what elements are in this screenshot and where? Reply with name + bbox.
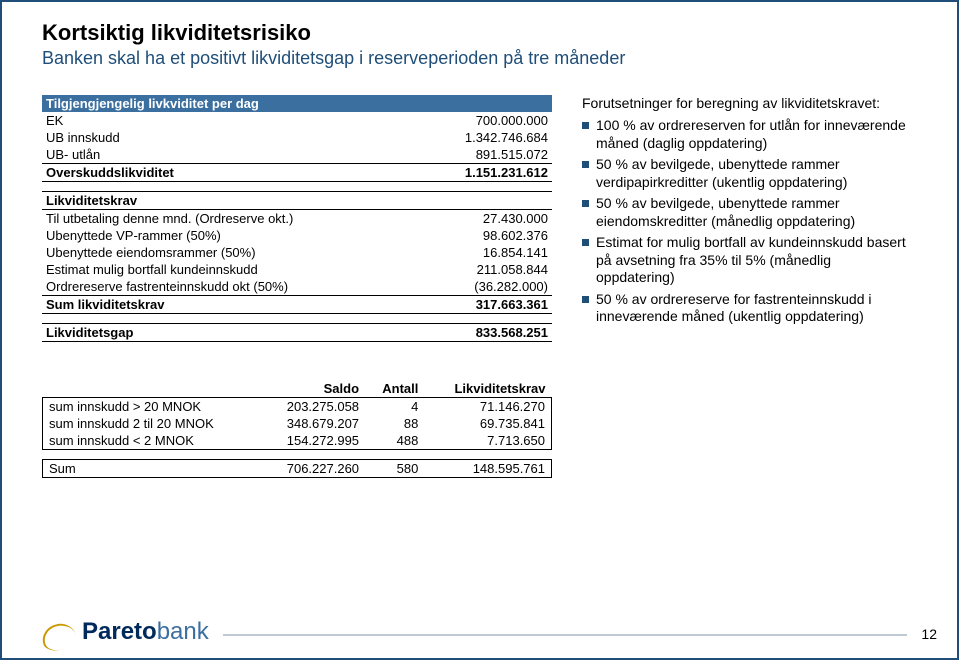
logo-text: Paretobank	[82, 618, 209, 646]
slide-title: Kortsiktig likviditetsrisiko	[42, 20, 917, 46]
t1-row-label: EK	[42, 112, 418, 129]
krav-row-value: (36.282.000)	[418, 278, 552, 296]
logo-main: Pareto	[82, 618, 157, 645]
t2-col0	[43, 380, 262, 398]
t2-cell: 203.275.058	[261, 398, 365, 416]
t2-col2: Antall	[365, 380, 424, 398]
krav-row-label: Til utbetaling denne mnd. (Ordreserve ok…	[42, 210, 418, 228]
t2-cell: 488	[365, 432, 424, 450]
krav-row-value: 27.430.000	[418, 210, 552, 228]
logo-sub: bank	[157, 618, 209, 645]
sum-krav-value: 317.663.361	[418, 296, 552, 314]
footer-divider	[223, 634, 908, 636]
t2-sum: 148.595.761	[424, 460, 551, 478]
t2-cell: 69.735.841	[424, 415, 551, 432]
assumption-item: 50 % av bevilgede, ubenyttede rammer eie…	[582, 195, 912, 230]
t2-sum: 580	[365, 460, 424, 478]
gap-label: Likviditetsgap	[42, 324, 418, 342]
t2-cell: 88	[365, 415, 424, 432]
t2-row-label: sum innskudd 2 til 20 MNOK	[43, 415, 262, 432]
left-column: Tilgjengjengelig livkviditet per dag EK7…	[42, 95, 552, 478]
t1-row-label: UB innskudd	[42, 129, 418, 146]
t2-col3: Likviditetskrav	[424, 380, 551, 398]
krav-row-label: Estimat mulig bortfall kundeinnskudd	[42, 261, 418, 278]
assumption-item: Estimat for mulig bortfall av kundeinnsk…	[582, 234, 912, 287]
sum-krav-label: Sum likviditetskrav	[42, 296, 418, 314]
t2-row-label: sum innskudd > 20 MNOK	[43, 398, 262, 416]
assumptions-title: Forutsetninger for beregning av likvidit…	[582, 95, 912, 111]
krav-row-value: 211.058.844	[418, 261, 552, 278]
logo: Paretobank	[42, 618, 209, 646]
krav-header: Likviditetskrav	[42, 192, 418, 210]
overskudd-label: Overskuddslikviditet	[42, 164, 418, 182]
t2-cell: 7.713.650	[424, 432, 551, 450]
table1-header: Tilgjengjengelig livkviditet per dag	[42, 95, 552, 112]
footer: Paretobank 12	[42, 618, 937, 646]
gap-value: 833.568.251	[418, 324, 552, 342]
krav-row-value: 98.602.376	[418, 227, 552, 244]
t2-cell: 71.146.270	[424, 398, 551, 416]
assumption-item: 100 % av ordrereserven for utlån for inn…	[582, 117, 912, 152]
t2-cell: 348.679.207	[261, 415, 365, 432]
assumption-item: 50 % av ordrereserve for fastrenteinnsku…	[582, 291, 912, 326]
liquidity-table: Tilgjengjengelig livkviditet per dag EK7…	[42, 95, 552, 342]
t2-col1: Saldo	[261, 380, 365, 398]
assumptions-list: 100 % av ordrereserven for utlån for inn…	[582, 117, 912, 326]
right-column: Forutsetninger for beregning av likvidit…	[582, 95, 912, 478]
page-number: 12	[921, 626, 937, 642]
assumption-item: 50 % av bevilgede, ubenyttede rammer ver…	[582, 156, 912, 191]
logo-mark-icon	[39, 620, 79, 654]
t1-row-value: 1.342.746.684	[418, 129, 552, 146]
krav-row-label: Ubenyttede eiendomsrammer (50%)	[42, 244, 418, 261]
t1-row-label: UB- utlån	[42, 146, 418, 164]
slide-container: Kortsiktig likviditetsrisiko Banken skal…	[0, 0, 959, 660]
t2-cell: 154.272.995	[261, 432, 365, 450]
t1-row-value: 700.000.000	[418, 112, 552, 129]
krav-row-label: Ubenyttede VP-rammer (50%)	[42, 227, 418, 244]
krav-row-value: 16.854.141	[418, 244, 552, 261]
t1-row-value: 891.515.072	[418, 146, 552, 164]
t2-sum-label: Sum	[43, 460, 262, 478]
slide-subtitle: Banken skal ha et positivt likviditetsga…	[42, 48, 917, 69]
krav-row-label: Ordrereserve fastrenteinnskudd okt (50%)	[42, 278, 418, 296]
overskudd-value: 1.151.231.612	[418, 164, 552, 182]
deposit-table: Saldo Antall Likviditetskrav sum innskud…	[42, 380, 552, 478]
t2-sum: 706.227.260	[261, 460, 365, 478]
content-row: Tilgjengjengelig livkviditet per dag EK7…	[42, 95, 917, 478]
t2-row-label: sum innskudd < 2 MNOK	[43, 432, 262, 450]
t2-cell: 4	[365, 398, 424, 416]
